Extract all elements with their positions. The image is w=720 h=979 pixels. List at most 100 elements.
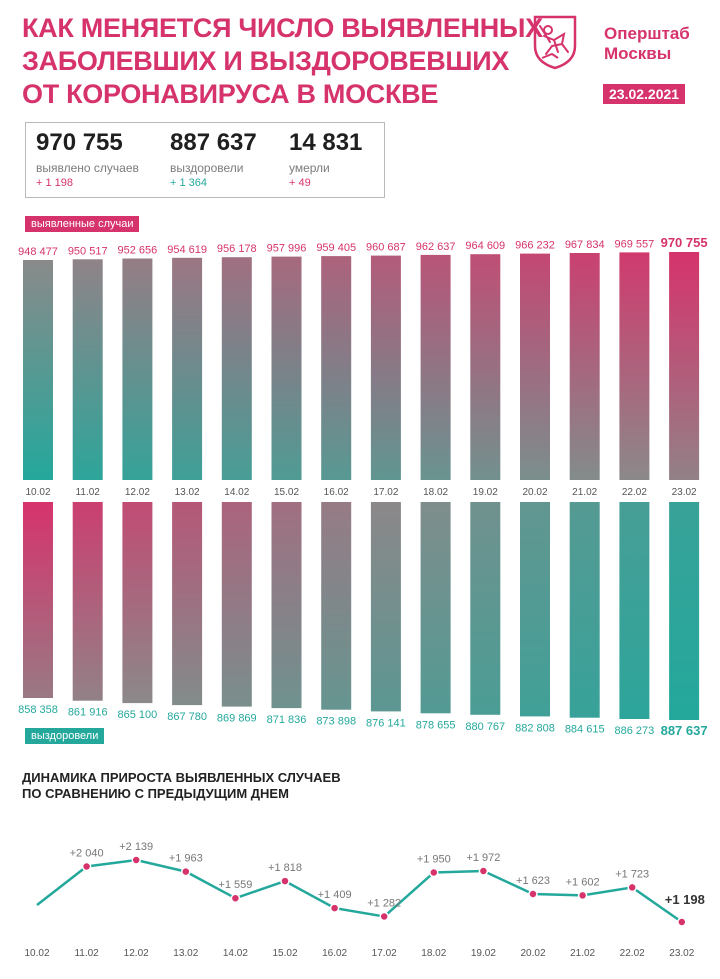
recovered-bar <box>619 502 650 719</box>
increase-point <box>379 911 389 922</box>
recovered-bar <box>370 502 401 712</box>
recovered-value-label: 878 655 <box>416 719 456 731</box>
recovered-bar <box>172 502 203 706</box>
cases-value-label: 950 517 <box>68 245 108 257</box>
date-tick-label: 15.02 <box>274 487 299 498</box>
moscow-coat-of-arms-icon <box>533 15 577 70</box>
increase-point <box>677 917 687 927</box>
date-tick-label: 11.02 <box>74 948 99 959</box>
cases-value-label: 956 178 <box>217 243 257 255</box>
date-badge: 23.02.2021 <box>603 84 686 104</box>
date-tick-label: 22.02 <box>620 948 645 959</box>
cases-bar <box>669 252 700 480</box>
increase-value-label: +1 818 <box>268 862 302 874</box>
date-tick-label: 10.02 <box>24 948 49 959</box>
summary-box: 970 755 выявлено случаев + 1 198 887 637… <box>25 122 385 198</box>
cases-bar <box>321 256 352 480</box>
cases-value-label: 960 687 <box>366 242 406 254</box>
date-tick-label: 22.02 <box>622 487 647 498</box>
brand-line-1: Оперштаб <box>604 24 690 43</box>
date-tick-label: 13.02 <box>173 948 198 959</box>
brand-name: Оперштаб Москвы <box>604 24 690 64</box>
cases-value-label: 954 619 <box>167 244 207 256</box>
date-tick-label: 10.02 <box>25 487 50 498</box>
recovered-value-label: 861 916 <box>68 707 108 719</box>
title-line-1: КАК МЕНЯЕТСЯ ЧИСЛО ВЫЯВЛЕННЫХ <box>22 13 543 43</box>
cases-bar <box>72 259 103 480</box>
stat-recovered: 887 637 выздоровели + 1 364 <box>170 129 257 191</box>
increase-value-label: +1 963 <box>169 853 203 865</box>
cases-value-label: 957 996 <box>267 243 307 255</box>
cases-tag: выявленные случаи <box>25 216 140 232</box>
date-tick-label: 18.02 <box>423 487 448 498</box>
recovered-value-label: 867 780 <box>167 711 207 723</box>
increase-line <box>36 858 683 924</box>
increase-value-label: +1 623 <box>516 875 550 887</box>
cases-bar <box>122 258 153 480</box>
recovered-bar <box>23 502 53 698</box>
recovered-value-label: 876 141 <box>366 717 406 729</box>
cases-bar <box>221 257 252 480</box>
date-tick-label: 20.02 <box>522 487 547 498</box>
dynamics-title-line-2: ПО СРАВНЕНИЮ С ПРЕДЫДУЩИМ ДНЕМ <box>22 786 289 801</box>
increase-point <box>329 903 340 913</box>
date-tick-label: 14.02 <box>223 948 248 959</box>
date-tick-label: 23.02 <box>669 948 694 959</box>
increase-point <box>280 876 290 886</box>
increase-value-label: +1 198 <box>665 892 705 907</box>
cases-bar <box>619 252 650 480</box>
increase-point <box>478 866 489 876</box>
increase-point <box>230 893 241 903</box>
title-line-2: ЗАБОЛЕВШИХ И ВЫЗДОРОВЕВШИХ <box>22 46 510 76</box>
recovered-tag: выздоровели <box>25 728 105 744</box>
increase-value-label: +1 602 <box>566 876 600 888</box>
cases-bar <box>23 260 53 480</box>
increase-value-label: +1 723 <box>615 868 649 880</box>
increase-point <box>627 882 637 893</box>
cases-bar <box>172 257 203 480</box>
brand-line-2: Москвы <box>604 44 672 63</box>
recovered-bar <box>321 502 352 710</box>
date-tick-label: 18.02 <box>421 948 446 959</box>
cases-bar <box>271 256 302 480</box>
recovered-bar <box>420 502 451 714</box>
recovered-bar <box>569 502 600 718</box>
cases-value-label: 952 656 <box>118 244 158 256</box>
date-tick-label: 13.02 <box>175 487 200 498</box>
recovered-value-label: 869 869 <box>217 713 257 725</box>
increase-point <box>528 889 538 899</box>
increase-value-label: +1 409 <box>318 889 352 901</box>
recovered-bar <box>669 502 700 720</box>
increase-point <box>131 855 141 865</box>
cases-value-label: 970 755 <box>661 235 708 250</box>
stat-deaths: 14 831 умерли + 49 <box>289 129 362 191</box>
dynamics-title-line-1: ДИНАМИКА ПРИРОСТА ВЫЯВЛЕННЫХ СЛУЧАЕВ <box>22 770 341 785</box>
date-tick-label: 19.02 <box>473 487 498 498</box>
recovered-value-label: 865 100 <box>118 709 158 721</box>
recovered-bar <box>520 502 550 717</box>
date-tick-label: 15.02 <box>272 948 297 959</box>
increase-value-label: +1 950 <box>417 854 451 866</box>
date-tick-label: 20.02 <box>520 948 545 959</box>
cases-bar <box>520 253 550 480</box>
recovered-value-label: 880 767 <box>465 721 505 733</box>
recovered-bar <box>271 502 302 709</box>
cases-value-label: 962 637 <box>416 241 456 253</box>
cases-bar <box>420 254 451 480</box>
date-tick-label: 23.02 <box>672 487 697 498</box>
recovered-value-label: 886 273 <box>615 725 655 737</box>
date-tick-label: 21.02 <box>570 948 595 959</box>
cases-value-label: 959 405 <box>316 242 356 254</box>
recovered-value-label: 871 836 <box>267 714 307 726</box>
increase-value-label: +1 282 <box>367 898 401 910</box>
cases-bar <box>370 255 401 480</box>
recovered-bar <box>221 502 252 707</box>
date-tick-label: 12.02 <box>124 948 149 959</box>
stat-cases-value: 970 755 <box>36 129 123 156</box>
cases-value-label: 967 834 <box>565 239 605 251</box>
increase-point <box>429 867 439 878</box>
recovered-value-label: 858 358 <box>18 704 58 716</box>
recovered-bar <box>122 502 153 704</box>
increase-value-label: +2 040 <box>70 848 104 860</box>
cases-value-label: 969 557 <box>615 238 655 250</box>
